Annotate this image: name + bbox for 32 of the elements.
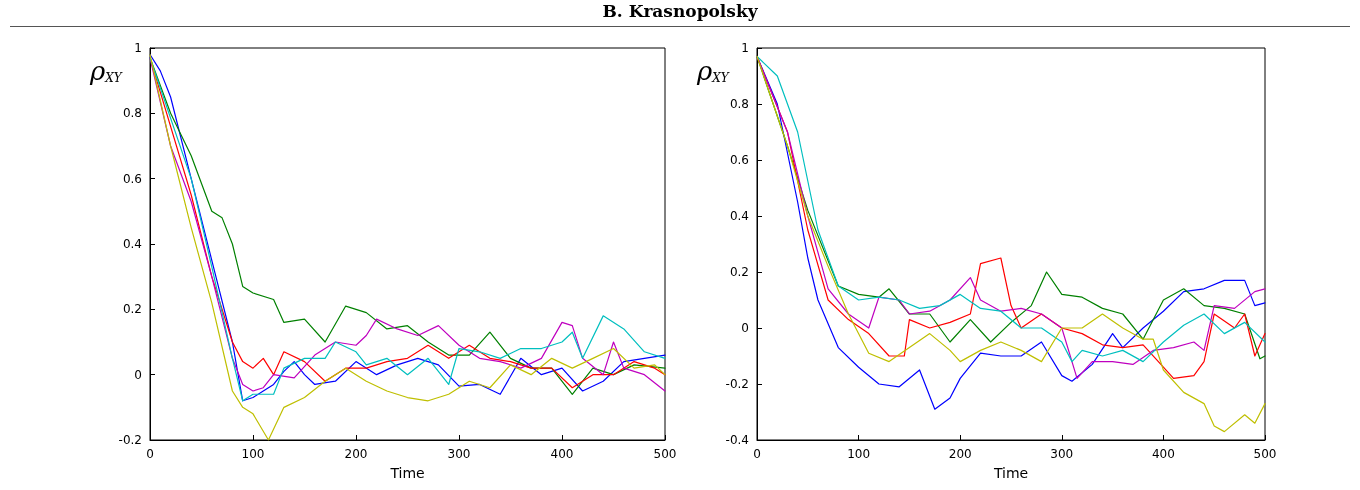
x-tick-label: 100 <box>241 447 265 461</box>
x-axis-title: Time <box>992 465 1029 481</box>
y-tick-label: 0.2 <box>729 265 749 279</box>
x-tick-label: 200 <box>344 447 368 461</box>
x-tick-label: 0 <box>753 447 761 461</box>
x-tick-label: 500 <box>653 447 677 461</box>
y-tick-label: -0.2 <box>118 433 142 447</box>
chart-title: B. Krasnopolsky <box>601 0 759 23</box>
y-tick-label: 1 <box>134 41 142 55</box>
y-tick-label: -0.2 <box>725 377 749 391</box>
x-tick-label: 500 <box>1253 447 1277 461</box>
y-tick-label: 0 <box>134 367 142 382</box>
x-tick-label: 400 <box>1151 447 1175 461</box>
y-tick-label: 0.2 <box>122 302 142 317</box>
y-tick-label: 1 <box>741 41 749 55</box>
y-tick-label: 0.4 <box>729 209 749 223</box>
y-tick-label: -0.4 <box>725 433 749 447</box>
y-tick-label: 0.4 <box>122 237 142 251</box>
y-tick-label: 0.6 <box>122 171 142 186</box>
y-tick-label: 0.8 <box>729 97 749 111</box>
x-tick-label: 300 <box>447 447 471 461</box>
x-tick-label: 200 <box>948 447 972 461</box>
y-axis-title: ρXY <box>89 56 123 86</box>
y-tick-label: 0 <box>741 321 749 335</box>
x-tick-label: 100 <box>847 447 871 461</box>
y-tick-label: 0.8 <box>122 106 142 121</box>
y-axis-title: ρXY <box>696 56 730 86</box>
x-tick-label: 300 <box>1050 447 1074 461</box>
x-axis-title: Time <box>389 465 425 481</box>
y-tick-label: 0.6 <box>729 153 749 167</box>
x-tick-label: 0 <box>146 447 154 461</box>
x-tick-label: 400 <box>550 447 574 461</box>
